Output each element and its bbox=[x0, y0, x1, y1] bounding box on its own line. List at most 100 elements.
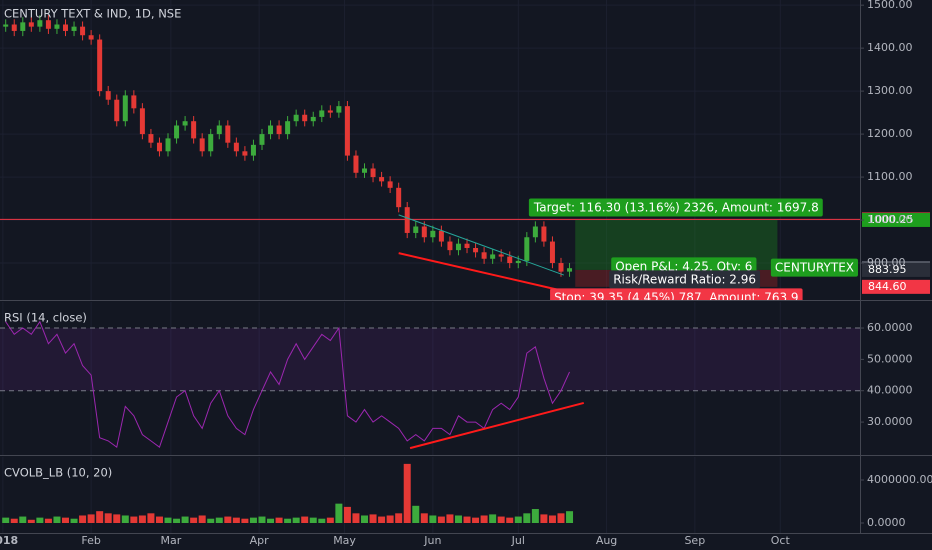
volume-bar bbox=[164, 517, 172, 524]
candle-body bbox=[567, 268, 573, 272]
x-tick-label: Feb bbox=[81, 534, 100, 547]
candle-body bbox=[148, 134, 154, 143]
rsi-title: RSI (14, close) bbox=[4, 311, 87, 325]
volume-bar bbox=[173, 518, 181, 524]
volume-bar bbox=[489, 514, 497, 524]
candle-body bbox=[28, 22, 34, 27]
candle-body bbox=[438, 230, 444, 242]
candle-body bbox=[515, 260, 521, 264]
candle-body bbox=[208, 134, 214, 152]
candle-body bbox=[490, 254, 496, 259]
candle-body bbox=[336, 106, 342, 113]
candle-body bbox=[139, 108, 145, 135]
stop-label: Stop: 39.35 (4.45%) 787, Amount: 763.9 bbox=[554, 290, 799, 304]
candle-body bbox=[387, 181, 393, 188]
volume-bar bbox=[19, 516, 27, 524]
volume-bar bbox=[44, 518, 52, 524]
candle-body bbox=[54, 24, 60, 29]
volume-bar bbox=[514, 516, 522, 524]
volume-bar bbox=[138, 515, 146, 524]
volume-bar bbox=[506, 517, 514, 524]
candle-body bbox=[353, 155, 359, 173]
target-label-bg bbox=[528, 198, 823, 217]
volume-bar bbox=[284, 518, 292, 524]
candle-body bbox=[481, 252, 487, 259]
volume-bar bbox=[113, 514, 121, 524]
price-tag-bg bbox=[862, 212, 930, 227]
candle-body bbox=[464, 243, 470, 248]
volume-bar bbox=[207, 518, 215, 524]
price-tag: 1000.25 bbox=[868, 213, 914, 226]
symbol-tag: CENTURYTEX bbox=[775, 261, 854, 275]
y-tick-label: 30.0000 bbox=[867, 415, 913, 428]
candle-body bbox=[45, 20, 51, 29]
price-tag-bg bbox=[862, 262, 930, 277]
candle-body bbox=[327, 110, 333, 113]
symbol-tag-bg bbox=[770, 258, 858, 277]
y-tick-label: 1000.00 bbox=[867, 213, 913, 226]
trendline bbox=[398, 214, 565, 276]
volume-bar bbox=[70, 518, 78, 524]
volume-bar bbox=[198, 515, 206, 524]
candle-body bbox=[268, 125, 274, 135]
y-tick-label: 4000000.0000 bbox=[867, 473, 932, 486]
rsi-line bbox=[5, 320, 570, 449]
price-overlay: Target: 116.30 (13.16%) 2326, Amount: 16… bbox=[0, 15, 930, 304]
volume-bar bbox=[79, 515, 87, 524]
volume-bar bbox=[121, 515, 129, 524]
candle-body bbox=[430, 230, 436, 238]
volume-bar bbox=[258, 516, 266, 524]
candle-body bbox=[276, 125, 282, 135]
volume-bar bbox=[420, 513, 428, 524]
candle-body bbox=[114, 99, 120, 122]
volume-bar bbox=[343, 506, 351, 524]
x-tick-label: Oct bbox=[771, 534, 791, 547]
volume-bar bbox=[190, 517, 198, 524]
trendline bbox=[398, 252, 560, 292]
candle-body bbox=[455, 243, 461, 251]
x-tick-label: May bbox=[333, 534, 356, 547]
candle-body bbox=[131, 95, 137, 109]
volume-bar bbox=[267, 518, 275, 524]
candle-body bbox=[242, 151, 248, 156]
volume-bar bbox=[10, 518, 18, 524]
candle-body bbox=[11, 24, 17, 31]
volume-bar bbox=[395, 513, 403, 524]
candle-body bbox=[532, 226, 538, 238]
volume-bar bbox=[232, 517, 240, 524]
candle-body bbox=[507, 256, 513, 264]
rr-label: Risk/Reward Ratio: 2.96 bbox=[613, 272, 756, 286]
candle-body bbox=[250, 144, 256, 156]
candle-body bbox=[293, 114, 299, 122]
volume-bar bbox=[480, 515, 488, 524]
candle-body bbox=[88, 35, 94, 40]
candle-body bbox=[473, 247, 479, 253]
candle-body bbox=[362, 168, 368, 173]
volume-bar bbox=[87, 514, 95, 524]
volume-bar bbox=[61, 517, 69, 524]
volume-bar bbox=[215, 517, 223, 524]
candle-body bbox=[259, 134, 265, 145]
target-label: Target: 116.30 (13.16%) 2326, Amount: 16… bbox=[533, 200, 819, 214]
candle-body bbox=[310, 116, 316, 122]
volume-bar bbox=[437, 516, 445, 524]
y-tick-label: 1200.00 bbox=[867, 127, 913, 140]
y-tick-label: 40.0000 bbox=[867, 384, 913, 397]
volume-bar bbox=[335, 503, 343, 524]
candle-body bbox=[62, 24, 68, 31]
candle-body bbox=[105, 91, 111, 100]
volume-bar bbox=[326, 517, 334, 524]
chart-title: CENTURY TEXT & IND, 1D, NSE bbox=[4, 7, 181, 21]
candle-body bbox=[71, 26, 77, 31]
volume-bar bbox=[104, 513, 112, 524]
volume-bar bbox=[53, 516, 61, 524]
candle-body bbox=[498, 254, 504, 257]
volume-bar bbox=[523, 513, 531, 524]
candle-body bbox=[541, 226, 547, 242]
candle-body bbox=[379, 177, 385, 182]
candle-body bbox=[37, 20, 43, 27]
volume-bar bbox=[472, 517, 480, 524]
volume-bar bbox=[318, 518, 326, 524]
volume-bar bbox=[36, 517, 44, 524]
